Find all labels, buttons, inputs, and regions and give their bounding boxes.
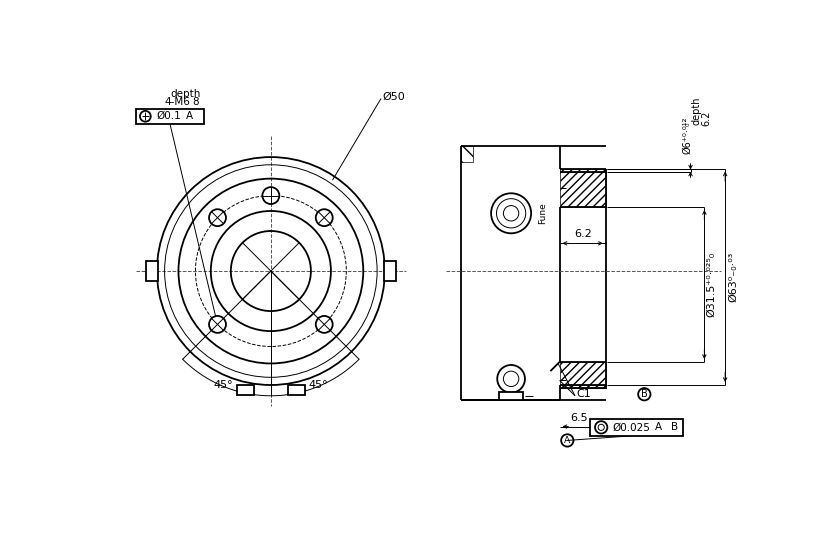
Text: Ø63⁰₋₀·⁰³: Ø63⁰₋₀·⁰³ [729, 252, 738, 302]
FancyBboxPatch shape [384, 261, 396, 281]
Text: A: A [564, 436, 571, 445]
Bar [560, 172, 605, 207]
Circle shape [316, 209, 333, 226]
Text: B: B [671, 423, 678, 432]
Text: 8: 8 [192, 98, 199, 107]
Circle shape [209, 316, 226, 333]
Bar [560, 362, 605, 388]
Bar [560, 385, 605, 388]
FancyBboxPatch shape [237, 385, 254, 395]
Text: 45°: 45° [213, 380, 233, 390]
Text: B: B [641, 389, 648, 399]
Bar [560, 169, 605, 172]
Text: 6.2: 6.2 [574, 230, 591, 239]
Circle shape [263, 187, 279, 204]
FancyBboxPatch shape [287, 385, 305, 395]
Text: depth: depth [170, 89, 201, 99]
Text: depth: depth [691, 96, 701, 125]
Bar [461, 146, 473, 162]
Text: Ø31.5⁺⁰·⁰²⁵₀: Ø31.5⁺⁰·⁰²⁵₀ [707, 252, 717, 317]
Text: C1: C1 [577, 389, 591, 399]
Text: Ø0.025: Ø0.025 [612, 423, 650, 432]
Circle shape [209, 209, 226, 226]
Text: Ø0.1: Ø0.1 [156, 111, 181, 121]
Text: 6.2: 6.2 [701, 111, 711, 126]
Text: A: A [186, 111, 192, 121]
Text: A: A [655, 423, 662, 432]
FancyBboxPatch shape [146, 261, 158, 281]
Text: Fune: Fune [538, 203, 547, 224]
Text: 4-M6: 4-M6 [164, 98, 191, 107]
Circle shape [491, 194, 531, 233]
Circle shape [316, 316, 333, 333]
Text: Ø6⁺⁰·⁰¹²: Ø6⁺⁰·⁰¹² [682, 117, 692, 154]
Text: 45°: 45° [309, 380, 329, 390]
Text: 6.5: 6.5 [570, 413, 587, 423]
Text: ₀: ₀ [683, 123, 692, 127]
Circle shape [497, 365, 525, 393]
Bar [591, 419, 683, 436]
Bar [499, 392, 524, 400]
Text: Ø50: Ø50 [382, 92, 406, 102]
FancyBboxPatch shape [136, 108, 204, 124]
